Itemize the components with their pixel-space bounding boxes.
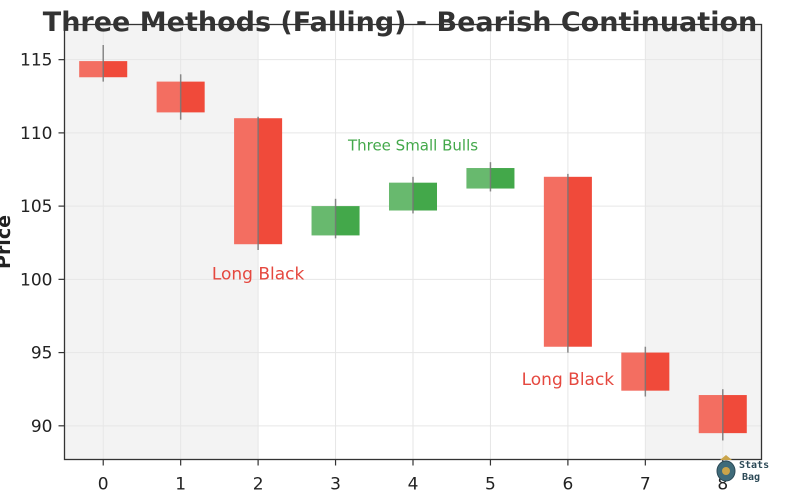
y-axis-label: Price	[0, 215, 15, 269]
y-axis: 90 95 100 105 110 115	[20, 51, 65, 437]
candle-body-highlight	[79, 61, 104, 78]
candle-body-highlight	[621, 352, 646, 391]
candle-body-highlight	[234, 118, 259, 245]
annotation-2: Long Black	[522, 370, 615, 390]
candles	[79, 45, 747, 441]
stats-bag-logo: Stats Bag	[716, 455, 769, 483]
y-tick-label: 95	[31, 344, 53, 364]
x-tick-label: 5	[485, 475, 496, 495]
annotation-1: Three Small Bulls	[347, 136, 478, 154]
chart-title: Three Methods (Falling) - Bearish Contin…	[43, 7, 757, 38]
y-tick-label: 100	[20, 270, 52, 290]
y-tick-label: 90	[31, 417, 53, 437]
candle-6	[543, 173, 592, 353]
candle-2	[234, 116, 283, 251]
y-tick-label: 110	[20, 124, 52, 144]
candle-5	[466, 162, 515, 192]
grid-lines	[64, 24, 762, 460]
shaded-range-1	[645, 24, 762, 460]
x-axis: 0 1 2 3 4 5 6 7 8	[98, 459, 728, 495]
candle-1	[156, 74, 205, 120]
x-tick-label: 0	[98, 475, 109, 495]
y-tick-label: 115	[20, 51, 52, 71]
candle-0	[79, 45, 128, 82]
candle-7	[621, 346, 670, 397]
x-tick-label: 6	[562, 475, 573, 495]
logo-text-line1: Stats	[739, 460, 769, 471]
candle-4	[388, 176, 438, 214]
candle-3	[311, 198, 360, 239]
x-tick-label: 4	[408, 475, 419, 495]
candle-body-highlight	[156, 81, 181, 113]
x-tick-label: 2	[253, 475, 264, 495]
x-tick-label: 1	[175, 475, 186, 495]
x-tick-label: 8	[717, 475, 728, 495]
candle-body-highlight	[698, 395, 723, 434]
annotation-0: Long Black	[212, 264, 305, 284]
candle-body-highlight	[388, 182, 413, 211]
logo-text-line2: Bag	[742, 472, 760, 483]
x-tick-label: 7	[640, 475, 651, 495]
money-bag-icon	[716, 455, 736, 482]
x-tick-label: 3	[330, 475, 341, 495]
annotations: Long Black Three Small Bulls Long Black	[212, 136, 614, 389]
candle-body-highlight	[543, 176, 568, 347]
candle-body-highlight	[311, 206, 336, 236]
candle-8	[698, 389, 747, 441]
y-tick-label: 105	[20, 197, 52, 217]
candle-body-highlight	[466, 168, 491, 189]
